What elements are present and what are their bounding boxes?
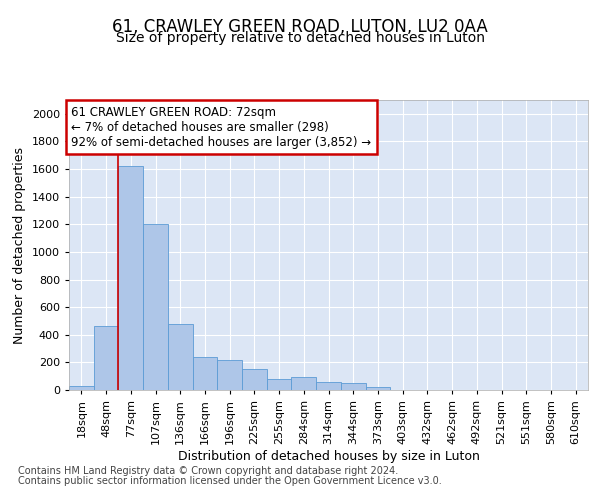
Bar [69, 386, 94, 390]
Bar [341, 383, 365, 390]
Y-axis label: Number of detached properties: Number of detached properties [13, 146, 26, 344]
Bar [217, 360, 242, 390]
Bar [242, 368, 267, 390]
Bar [168, 324, 193, 390]
Bar [143, 224, 168, 390]
Bar [94, 326, 118, 390]
Text: 61, CRAWLEY GREEN ROAD, LUTON, LU2 0AA: 61, CRAWLEY GREEN ROAD, LUTON, LU2 0AA [112, 18, 488, 36]
Bar [365, 387, 390, 390]
Bar [267, 379, 292, 390]
Bar [193, 357, 217, 390]
Text: Contains public sector information licensed under the Open Government Licence v3: Contains public sector information licen… [18, 476, 442, 486]
Text: 61 CRAWLEY GREEN ROAD: 72sqm
← 7% of detached houses are smaller (298)
92% of se: 61 CRAWLEY GREEN ROAD: 72sqm ← 7% of det… [71, 106, 371, 148]
Bar [292, 377, 316, 390]
Text: Contains HM Land Registry data © Crown copyright and database right 2024.: Contains HM Land Registry data © Crown c… [18, 466, 398, 476]
X-axis label: Distribution of detached houses by size in Luton: Distribution of detached houses by size … [178, 450, 479, 462]
Text: Size of property relative to detached houses in Luton: Size of property relative to detached ho… [115, 31, 485, 45]
Bar [118, 166, 143, 390]
Bar [316, 382, 341, 390]
